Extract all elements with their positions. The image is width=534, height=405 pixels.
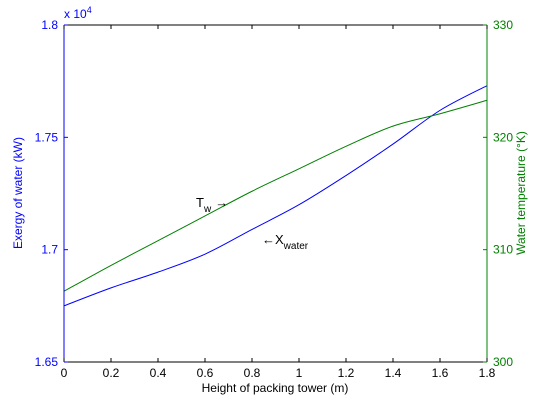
ticks-layer: 0 0.2 0.4 0.6 0.8 1 1.2 1.4 1.6 1.8 1.65 1.7 1.75 1.8… [35,18,514,380]
plot-area [64,25,487,362]
right-y-tick-label: 330 [493,18,513,32]
water-temperature-line [63,99,488,292]
right-y-axis-label: Water temperature (°K) [514,131,528,255]
annotation-xwater: ←Xwater [262,232,309,252]
x-tick-label: 1 [296,366,303,380]
x-tick-label: 1.6 [432,366,449,380]
right-y-tick-label: 310 [493,243,513,257]
left-y-tick-label: 1.75 [35,130,59,144]
x-tick-label: 0.4 [150,366,167,380]
left-y-tick-label: 1.7 [41,243,58,257]
x-tick-label: 1.8 [479,366,496,380]
x-tick-label: 1.2 [338,366,355,380]
left-y-axis-label: Exergy of water (kW) [11,137,25,249]
left-axis-multiplier: x 104 [64,5,92,21]
left-y-tick-label: 1.65 [35,355,59,369]
right-y-tick-label: 300 [493,355,513,369]
series-layer [63,85,488,307]
x-tick-label: 0.6 [197,366,214,380]
multiplier-base: x 10 [64,7,87,21]
x-tick-label: 1.4 [385,366,402,380]
annotation-tw-subscript: w [203,204,212,215]
x-tick-label: 0 [61,366,68,380]
exergy-of-water-line [63,85,488,307]
annotation-xwater-base: ←X [262,232,284,247]
annotation-xwater-subscript: water [283,241,309,252]
annotation-tw: Tw → [196,195,228,215]
x-tick-label: 0.2 [103,366,120,380]
right-y-tick-label: 320 [493,130,513,144]
x-tick-label: 0.8 [244,366,261,380]
annotation-tw-arrow: → [215,195,228,210]
x-axis-label: Height of packing tower (m) [202,381,349,395]
multiplier-exponent: 4 [87,5,92,15]
left-y-tick-label: 1.8 [41,18,58,32]
annotation-layer: Tw → ←Xwater [196,195,309,252]
annotation-tw-base: T [196,195,204,210]
